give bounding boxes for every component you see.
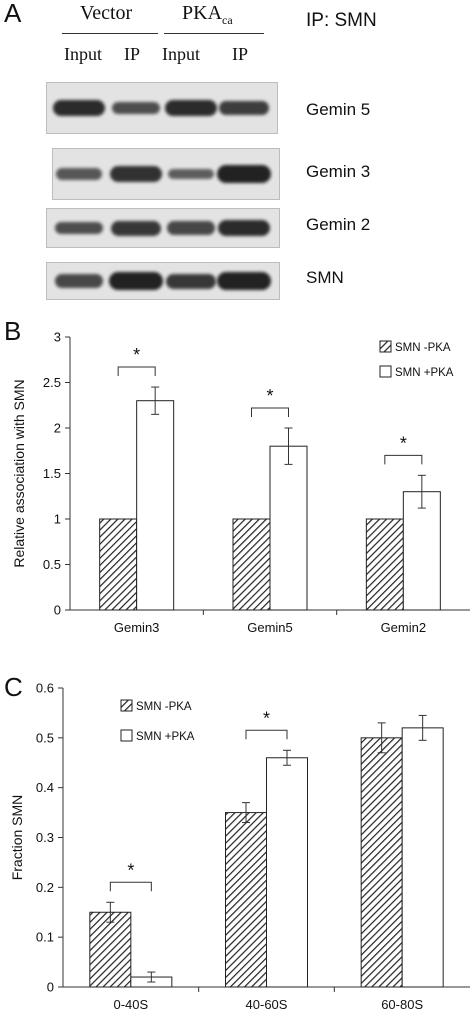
bar xyxy=(99,518,138,611)
bar xyxy=(266,757,308,988)
y-tick-label: 0.2 xyxy=(36,880,54,895)
significance-bracket xyxy=(384,454,423,465)
bar xyxy=(136,400,175,611)
blot-label: Gemin 2 xyxy=(306,215,371,234)
significance-star: * xyxy=(263,708,270,728)
y-tick-label: 2 xyxy=(54,421,61,436)
blot-band xyxy=(168,168,214,180)
blot-label: Gemin 5 xyxy=(306,100,371,119)
lane-label-input-pka: Input xyxy=(162,44,200,64)
blot-band xyxy=(219,100,269,116)
blot-band xyxy=(109,272,163,290)
significance-bracket xyxy=(109,881,152,892)
pka-group-text: PKA xyxy=(182,2,223,24)
blot-band xyxy=(53,99,105,117)
significance-star: * xyxy=(400,433,407,453)
lane-label-ip-vector: IP xyxy=(124,44,141,64)
lane-label-input-vector: Input xyxy=(64,44,102,64)
significance-star: * xyxy=(266,386,273,406)
pka-group-subscript: ca xyxy=(222,13,233,27)
legend-label: SMN -PKA xyxy=(136,701,192,713)
blot-smn xyxy=(46,262,280,300)
bar xyxy=(365,518,404,611)
significance-bracket xyxy=(251,407,289,417)
legend-label: SMN -PKA xyxy=(395,342,451,354)
blot-band xyxy=(54,274,104,288)
ip-smn-label: IP: SMN xyxy=(306,10,377,31)
y-tick-label: 0.5 xyxy=(36,730,54,745)
bar xyxy=(402,491,441,611)
bar xyxy=(225,812,267,988)
y-tick-label: 0 xyxy=(47,980,54,995)
y-tick-label: 2.5 xyxy=(43,375,61,390)
legend-label: SMN +PKA xyxy=(395,367,454,379)
bar xyxy=(232,518,271,611)
blot-band xyxy=(217,165,271,183)
y-tick-label: 1.5 xyxy=(43,466,61,481)
legend-swatch xyxy=(379,340,392,353)
y-tick-label: 0.5 xyxy=(43,557,61,572)
x-tick-label: 40-60S xyxy=(246,997,288,1012)
y-tick-label: 0 xyxy=(54,603,61,618)
y-tick-label: 0.1 xyxy=(36,930,54,945)
bar xyxy=(360,737,403,988)
x-tick-label: Gemin3 xyxy=(114,620,160,635)
blot-band xyxy=(165,99,217,117)
blot-band xyxy=(166,221,216,235)
chart-b: 0 0.5 1 1.5 2 2.5 3 Relative association with S… xyxy=(11,330,470,635)
blot-gemin-2 xyxy=(46,208,280,248)
x-tick-label: Gemin5 xyxy=(247,620,293,635)
blot-band xyxy=(217,272,271,290)
blot-band xyxy=(165,273,217,289)
panel-c-letter: C xyxy=(4,672,23,702)
panel-a-letter: A xyxy=(4,0,22,28)
y-axis-label: Relative association with SMN xyxy=(11,379,27,567)
blot-band xyxy=(55,221,103,235)
vector-group-label: Vector xyxy=(80,2,133,24)
y-tick-label: 0.6 xyxy=(36,681,54,696)
significance-star: * xyxy=(133,345,140,365)
legend-swatch xyxy=(120,699,133,712)
significance-star: * xyxy=(127,860,134,880)
panel-b-letter: B xyxy=(4,316,22,346)
blot-band xyxy=(218,219,270,237)
blot-band xyxy=(112,101,160,115)
legend-swatch xyxy=(379,365,392,378)
blot-gemin-5 xyxy=(46,82,278,134)
x-tick-label: 60-80S xyxy=(381,997,423,1012)
bar xyxy=(269,445,308,611)
y-axis-label: Fraction SMN xyxy=(9,795,25,881)
blot-band xyxy=(55,168,103,180)
y-tick-label: 0.4 xyxy=(36,780,54,795)
blot-label: SMN xyxy=(306,268,344,287)
significance-bracket xyxy=(117,366,156,377)
blot-band xyxy=(110,166,162,182)
pka-group-underline xyxy=(164,33,264,34)
significance-bracket xyxy=(245,729,288,740)
legend-swatch xyxy=(120,729,133,742)
blot-band xyxy=(110,220,162,236)
y-tick-label: 0.3 xyxy=(36,830,54,845)
vector-group-underline xyxy=(62,33,158,34)
bar xyxy=(401,727,444,988)
lane-label-ip-pka: IP xyxy=(232,44,249,64)
legend-label: SMN +PKA xyxy=(136,731,195,743)
blot-label: Gemin 3 xyxy=(306,162,371,181)
y-tick-label: 3 xyxy=(54,330,61,345)
chart-c: 0 0.1 0.2 0.3 0.4 0.5 0.6 Fraction SMN 0-40S * 40-… xyxy=(9,681,470,1012)
x-tick-label: 0-40S xyxy=(113,997,148,1012)
blot-gemin-3 xyxy=(52,148,280,200)
bar xyxy=(89,911,132,988)
y-tick-label: 1 xyxy=(54,512,61,527)
x-tick-label: Gemin2 xyxy=(381,620,427,635)
pka-group-label: PKAca xyxy=(182,2,233,28)
